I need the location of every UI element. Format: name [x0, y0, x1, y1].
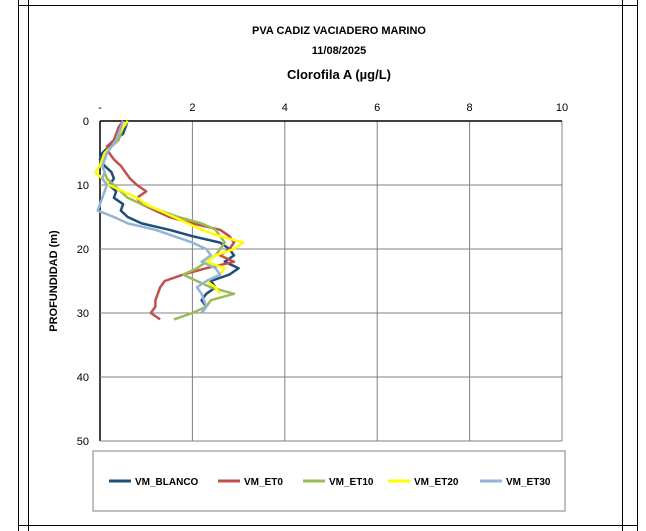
legend-label: VM_ET30 — [506, 477, 551, 488]
frame-border-top — [18, 5, 638, 6]
x-tick-label: 6 — [374, 102, 380, 114]
y-tick-labels: 0 10 20 30 40 50 — [77, 116, 89, 448]
x-tick-label: 2 — [189, 102, 195, 114]
frame-border-left — [18, 0, 19, 531]
grid — [99, 120, 563, 442]
y-tick-label: 50 — [77, 436, 89, 448]
frame-border-bottom — [18, 525, 638, 526]
x-tick-label: - — [98, 102, 102, 114]
x-tick-label: 8 — [467, 102, 473, 114]
y-tick-label: 10 — [77, 180, 89, 192]
series-lines — [94, 120, 245, 321]
frame-border-left-inner — [28, 0, 29, 531]
legend: VM_BLANCO VM_ET0 VM_ET10 VM_ET20 VM_ET30 — [109, 477, 551, 488]
chart-subtitle: Clorofila A (µg/L) — [287, 67, 391, 82]
legend-label: VM_ET10 — [329, 477, 374, 488]
y-tick-label: 0 — [83, 116, 89, 128]
y-tick-label: 40 — [77, 372, 89, 384]
x-tick-label: 4 — [282, 102, 288, 114]
y-tick-label: 20 — [77, 244, 89, 256]
x-tick-label: 10 — [556, 102, 568, 114]
page-frame — [18, 0, 638, 531]
legend-label: VM_ET0 — [244, 477, 283, 488]
y-axis-label: PROFUNDIDAD (m) — [48, 230, 60, 332]
chart-title: PVA CADIZ VACIADERO MARINO — [252, 25, 426, 37]
frame-border-right-inner — [622, 0, 623, 531]
series-line-vm_et20 — [94, 120, 245, 295]
y-tick-label: 30 — [77, 308, 89, 320]
x-tick-labels: - 2 4 6 8 10 — [98, 102, 568, 114]
series-line-vm_blanco — [98, 120, 240, 314]
series-line-vm_et30 — [96, 120, 222, 314]
chart-date: 11/08/2025 — [312, 45, 366, 57]
frame-border-right — [637, 0, 638, 531]
legend-label: VM_ET20 — [414, 477, 459, 488]
legend-label: VM_BLANCO — [135, 477, 199, 488]
